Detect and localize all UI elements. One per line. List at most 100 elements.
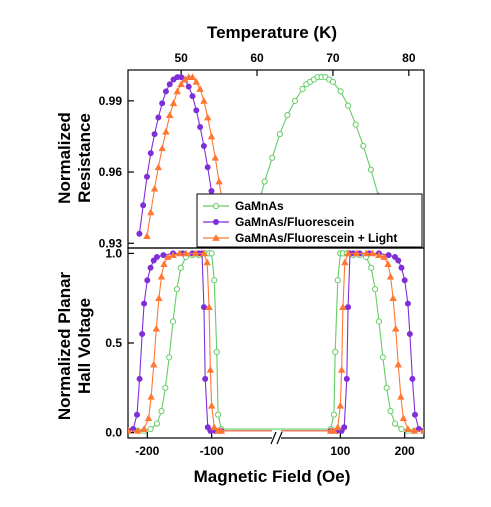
top-series-2-point xyxy=(173,87,182,95)
top-series-2-point xyxy=(154,163,163,171)
bottom-series-0-point xyxy=(211,277,218,284)
bottom-series-2-point xyxy=(207,401,216,409)
top-series-0-point xyxy=(337,88,344,95)
top-series-2-point xyxy=(166,111,174,118)
bottom-series-2-point xyxy=(391,324,400,332)
bottom-series-0-point xyxy=(169,318,177,325)
bottom-series-0-point xyxy=(147,425,154,433)
top-x-tick-label: 80 xyxy=(402,51,416,65)
bottom-series-0-line xyxy=(128,252,424,432)
bottom-series-0 xyxy=(128,250,424,434)
bottom-series-0-point xyxy=(332,348,339,356)
top-series-2-point xyxy=(177,80,185,88)
bottom-series-2-point xyxy=(144,414,153,422)
bottom-x-tick-label: -200 xyxy=(135,444,159,458)
bottom-series-2 xyxy=(128,249,424,434)
top-series-1-point xyxy=(197,123,204,130)
top-series-1-point xyxy=(204,164,211,171)
bottom-series-2-point xyxy=(352,249,361,257)
legend-label: GaMnAs/Fluorescein + Light xyxy=(235,231,397,245)
svg-text:Resistance: Resistance xyxy=(75,113,94,203)
top-series-2-point xyxy=(211,153,219,161)
legend-entry-1: GaMnAs/Fluorescein xyxy=(203,215,354,229)
bottom-series-0-point xyxy=(383,384,390,391)
bottom-series-2-point xyxy=(147,392,155,400)
bottom-series-0-point xyxy=(213,348,220,356)
bottom-series-2-point xyxy=(399,414,408,422)
top-series-2-point xyxy=(150,184,159,192)
top-series-0-point xyxy=(291,97,299,104)
top-series-1-point xyxy=(166,81,173,88)
top-series-2 xyxy=(143,73,227,239)
bottom-series-2-point xyxy=(336,401,345,409)
bottom-series-1-point xyxy=(343,375,350,382)
top-series-1-point xyxy=(140,202,147,209)
top-axes: 50 60 70 80 0.93 0.96 0.99 xyxy=(99,51,416,250)
bottom-series-1-point xyxy=(404,300,411,307)
bottom-series-2-point xyxy=(203,258,211,266)
top-series-2-point xyxy=(196,85,204,92)
bottom-y-tick-label: 0.5 xyxy=(105,336,122,350)
bottom-series-1-point xyxy=(385,252,392,259)
top-x-tick-label: 70 xyxy=(326,51,340,65)
bottom-series-1-point xyxy=(345,304,352,311)
top-series-2-point xyxy=(200,97,208,104)
top-series-1-point xyxy=(143,173,150,180)
top-series-0-point xyxy=(269,154,276,161)
legend-label: GaMnAs/Fluorescein xyxy=(235,215,354,229)
top-y-tick-label: 0.93 xyxy=(99,236,123,250)
top-x-tick-label: 50 xyxy=(174,51,188,65)
top-series-2-point xyxy=(147,208,155,216)
bottom-series-2-point xyxy=(217,427,226,434)
bottom-series-0-point xyxy=(334,277,341,284)
top-series-0-point xyxy=(345,102,352,109)
top-series-0-point xyxy=(299,85,306,93)
bottom-series-1-point xyxy=(406,331,413,338)
bottom-series-2-point xyxy=(133,427,142,434)
bottom-series-0-point xyxy=(166,354,173,361)
top-series-1-point xyxy=(189,93,196,100)
bottom-series-2-point xyxy=(191,249,200,257)
bottom-plot-frame xyxy=(127,247,425,439)
bottom-series-1-point xyxy=(395,257,402,264)
bottom-series-1-point xyxy=(139,331,146,338)
bottom-series-2-point xyxy=(152,324,161,332)
bottom-series-1-point xyxy=(409,375,416,382)
bottom-series-1-point xyxy=(136,375,143,382)
bottom-series-2-point xyxy=(205,303,213,311)
bottom-x-tick-label: -100 xyxy=(200,444,224,458)
legend-entry-2: GaMnAs/Fluorescein + Light xyxy=(203,231,397,245)
bottom-series-0-point xyxy=(375,318,383,325)
bottom-series-1-point xyxy=(202,375,209,382)
top-series-1-point xyxy=(151,131,158,138)
bottom-series-1-point xyxy=(147,264,154,271)
bottom-series-0-point xyxy=(391,420,399,427)
bottom-series-0-point xyxy=(368,264,375,271)
svg-text:Normalized: Normalized xyxy=(55,112,74,204)
legend-swatch-marker xyxy=(212,234,220,241)
bottom-axes: -200 -100 100 200 0.0 0.5 1.0 xyxy=(105,246,415,458)
bottom-series-2-point xyxy=(169,251,177,259)
legend: GaMnAs GaMnAs/Fluorescein GaMnAs/Fluoresce… xyxy=(196,193,423,248)
top-y-tick-label: 0.99 xyxy=(99,94,123,108)
bottom-series-2-point xyxy=(384,260,392,267)
top-series-1-point xyxy=(193,107,200,114)
bottom-series-2-point xyxy=(164,253,172,260)
bottom-y-tick-label: 1.0 xyxy=(105,246,122,260)
top-series-1-point xyxy=(136,230,143,237)
bottom-series-2-point xyxy=(397,392,405,400)
top-series-2-point xyxy=(215,177,223,185)
bottom-series-2-point xyxy=(410,427,419,434)
bottom-series-2-point xyxy=(368,249,377,257)
top-series-1-point xyxy=(185,83,192,90)
bottom-y-tick-label: 0.0 xyxy=(105,426,122,440)
bottom-series-0-point xyxy=(162,384,169,391)
bottom-series-2-point xyxy=(175,249,184,257)
top-series-0-point xyxy=(276,130,283,138)
top-x-axis-title: Temperature (K) xyxy=(207,23,337,42)
bottom-series-2-point xyxy=(128,427,132,434)
bottom-series-0-point xyxy=(177,264,184,271)
bottom-series-0-point xyxy=(214,411,222,418)
bottom-series-2-point xyxy=(330,427,338,434)
